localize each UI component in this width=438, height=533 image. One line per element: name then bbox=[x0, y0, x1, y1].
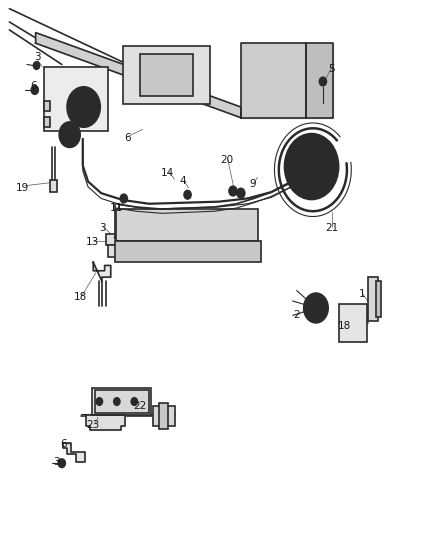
Text: 20: 20 bbox=[220, 155, 233, 165]
Circle shape bbox=[131, 398, 138, 405]
Circle shape bbox=[115, 235, 119, 240]
Polygon shape bbox=[35, 33, 241, 118]
Text: 18: 18 bbox=[338, 321, 351, 331]
Circle shape bbox=[229, 186, 237, 196]
Bar bbox=[44, 101, 49, 111]
Polygon shape bbox=[306, 43, 332, 118]
Text: 5: 5 bbox=[328, 64, 335, 74]
Text: 6: 6 bbox=[60, 439, 67, 449]
Bar bbox=[95, 390, 149, 413]
Text: 11: 11 bbox=[110, 203, 123, 213]
Text: 6: 6 bbox=[30, 81, 37, 91]
Bar bbox=[376, 281, 381, 317]
Circle shape bbox=[58, 459, 65, 467]
Circle shape bbox=[96, 398, 102, 405]
Polygon shape bbox=[241, 43, 306, 118]
Bar bbox=[49, 180, 57, 192]
Circle shape bbox=[79, 102, 88, 112]
Text: 13: 13 bbox=[86, 237, 99, 247]
Text: 23: 23 bbox=[87, 420, 100, 430]
Polygon shape bbox=[86, 415, 125, 430]
Circle shape bbox=[31, 86, 38, 94]
Bar bbox=[44, 117, 49, 127]
Bar bbox=[368, 277, 378, 321]
Circle shape bbox=[285, 134, 339, 199]
Text: 1: 1 bbox=[359, 289, 366, 299]
Bar bbox=[152, 406, 175, 426]
Text: 9: 9 bbox=[250, 179, 256, 189]
Bar bbox=[117, 209, 258, 241]
Circle shape bbox=[302, 155, 321, 178]
Text: 3: 3 bbox=[99, 223, 105, 233]
Circle shape bbox=[33, 62, 39, 69]
Bar bbox=[92, 387, 151, 415]
Text: 6: 6 bbox=[124, 133, 131, 143]
Bar bbox=[159, 403, 168, 429]
Circle shape bbox=[307, 161, 316, 172]
Bar bbox=[339, 304, 367, 342]
Circle shape bbox=[237, 188, 245, 198]
Polygon shape bbox=[93, 262, 111, 281]
Text: 3: 3 bbox=[53, 457, 60, 467]
Bar bbox=[141, 54, 193, 96]
Circle shape bbox=[304, 293, 328, 323]
Text: 19: 19 bbox=[16, 183, 29, 193]
Circle shape bbox=[184, 190, 191, 199]
Bar bbox=[118, 245, 126, 257]
Polygon shape bbox=[63, 443, 85, 462]
Circle shape bbox=[319, 77, 326, 86]
Bar bbox=[106, 233, 135, 245]
Text: 22: 22 bbox=[133, 401, 146, 411]
Circle shape bbox=[59, 122, 80, 148]
Text: 14: 14 bbox=[161, 168, 174, 178]
Text: 21: 21 bbox=[325, 223, 338, 233]
Text: 4: 4 bbox=[180, 176, 187, 187]
Bar bbox=[108, 245, 116, 257]
Bar bbox=[115, 241, 261, 262]
Bar bbox=[44, 67, 108, 131]
Text: 2: 2 bbox=[293, 310, 300, 320]
Text: 18: 18 bbox=[74, 292, 87, 302]
Circle shape bbox=[120, 194, 127, 203]
Text: 3: 3 bbox=[35, 52, 41, 61]
Circle shape bbox=[67, 87, 100, 127]
Circle shape bbox=[114, 398, 120, 405]
Bar bbox=[123, 46, 210, 104]
